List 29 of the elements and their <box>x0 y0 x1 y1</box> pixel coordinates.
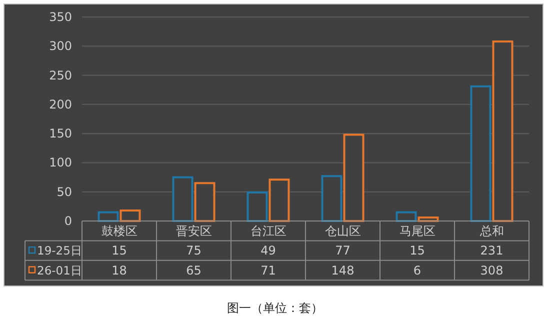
y-tick-label: 300 <box>49 39 72 54</box>
data-label: 148 <box>331 263 354 278</box>
data-label: 71 <box>260 263 276 278</box>
y-tick-label: 0 <box>64 214 72 228</box>
x-tick-label: 鼓楼区 <box>101 224 138 238</box>
data-label: 15 <box>410 244 425 258</box>
y-tick-label: 250 <box>49 68 72 82</box>
data-label: 49 <box>260 244 276 258</box>
legend-label: 19-25日 <box>37 244 82 258</box>
x-tick-label: 台江区 <box>250 224 286 238</box>
data-label: 15 <box>112 244 127 258</box>
text: 图一（单位：套） <box>227 301 323 315</box>
y-tick-label: 200 <box>49 97 72 112</box>
data-label: 18 <box>112 263 127 278</box>
y-tick-label: 50 <box>56 184 72 199</box>
x-tick-label: 仓山区 <box>324 224 361 238</box>
y-tick-label: 100 <box>49 156 72 170</box>
data-label: 231 <box>480 244 504 258</box>
x-tick-label: 马尾区 <box>399 224 436 238</box>
data-label: 6 <box>413 263 422 278</box>
data-label: 77 <box>335 244 350 258</box>
data-label: 75 <box>186 244 202 258</box>
data-label: 65 <box>186 263 202 278</box>
y-tick-label: 150 <box>49 126 72 141</box>
legend-label: 26-01日 <box>37 263 82 278</box>
x-tick-label: 总和 <box>478 224 504 238</box>
data-label: 308 <box>480 263 504 278</box>
x-tick-label: 晋安区 <box>176 224 212 238</box>
y-tick-label: 350 <box>49 10 72 24</box>
